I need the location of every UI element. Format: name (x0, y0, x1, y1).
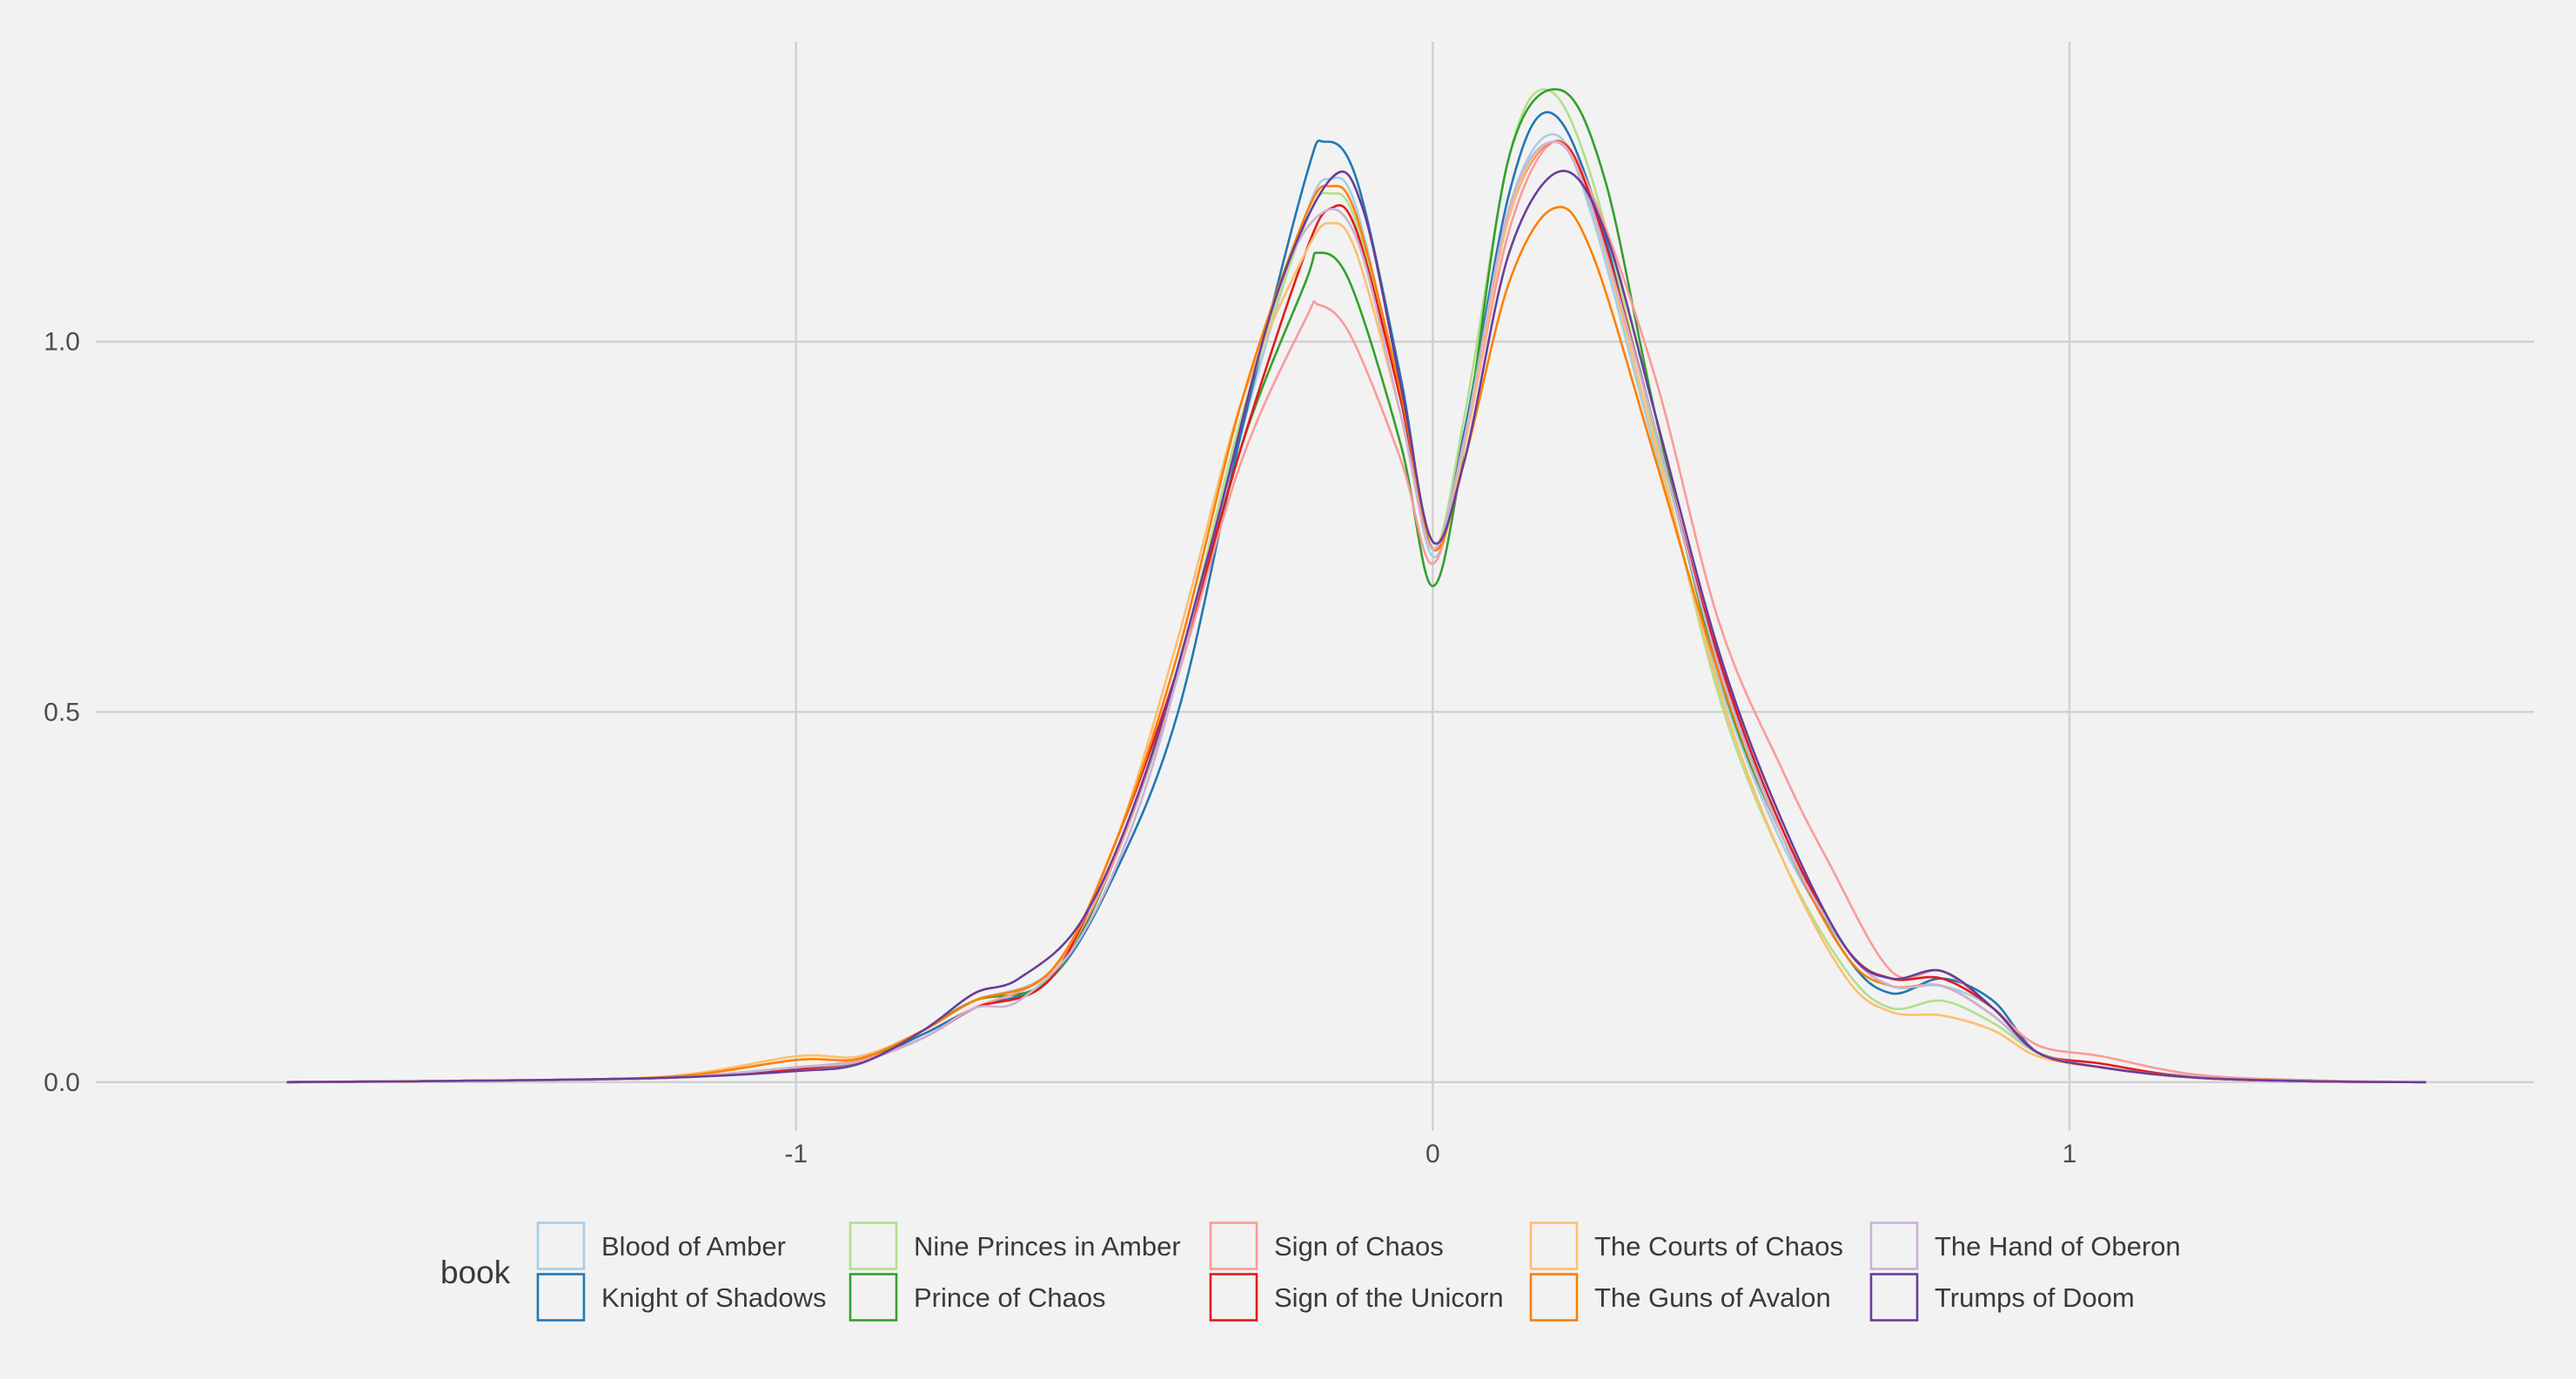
legend-label-trumps-of-doom: Trumps of Doom (1935, 1282, 2135, 1313)
legend-key-prince-of-chaos (849, 1273, 898, 1322)
legend-label-the-hand-of-oberon: The Hand of Oberon (1935, 1231, 2181, 1262)
legend-key-the-hand-of-oberon (1869, 1222, 1919, 1270)
y-tick-label-2: 1.0 (44, 328, 80, 357)
legend-key-knight-of-shadows (536, 1273, 586, 1322)
legend: book Blood of Amber Knight of Shadows Nine… (440, 1222, 2181, 1322)
y-tick-label-0: 0.0 (44, 1068, 80, 1097)
legend-label-prince-of-chaos: Prince of Chaos (914, 1282, 1106, 1313)
series-lines (286, 88, 2426, 1084)
legend-key-trumps-of-doom (1869, 1273, 1919, 1322)
legend-label-sign-of-the-unicorn: Sign of the Unicorn (1274, 1282, 1504, 1313)
x-tick-label-1: 0 (1426, 1140, 1440, 1168)
x-tick-label-0: -1 (784, 1140, 808, 1168)
y-tick-label-1: 0.5 (44, 698, 80, 726)
legend-title: book (440, 1255, 511, 1290)
legend-label-knight-of-shadows: Knight of Shadows (601, 1282, 827, 1313)
legend-key-the-guns-of-avalon (1529, 1273, 1579, 1322)
legend-label-sign-of-chaos: Sign of Chaos (1274, 1231, 1444, 1262)
legend-key-sign-of-the-unicorn (1209, 1273, 1258, 1322)
x-tick-label-2: 1 (2063, 1140, 2077, 1168)
legend-label-blood-of-amber: Blood of Amber (601, 1231, 786, 1262)
legend-label-the-courts-of-chaos: The Courts of Chaos (1594, 1231, 1843, 1262)
legend-key-blood-of-amber (536, 1222, 586, 1270)
legend-key-nine-princes-in-amber (849, 1222, 898, 1270)
legend-label-the-guns-of-avalon: The Guns of Avalon (1594, 1282, 1831, 1313)
axis-tick-labels: -1 0 1 0.0 0.5 1.0 (44, 328, 2076, 1168)
legend-key-the-courts-of-chaos (1529, 1222, 1579, 1270)
grid-lines (96, 42, 2534, 1131)
series-line-trumps-of-doom (286, 170, 2426, 1084)
legend-label-nine-princes-in-amber: Nine Princes in Amber (914, 1231, 1181, 1262)
legend-key-sign-of-chaos (1209, 1222, 1258, 1270)
